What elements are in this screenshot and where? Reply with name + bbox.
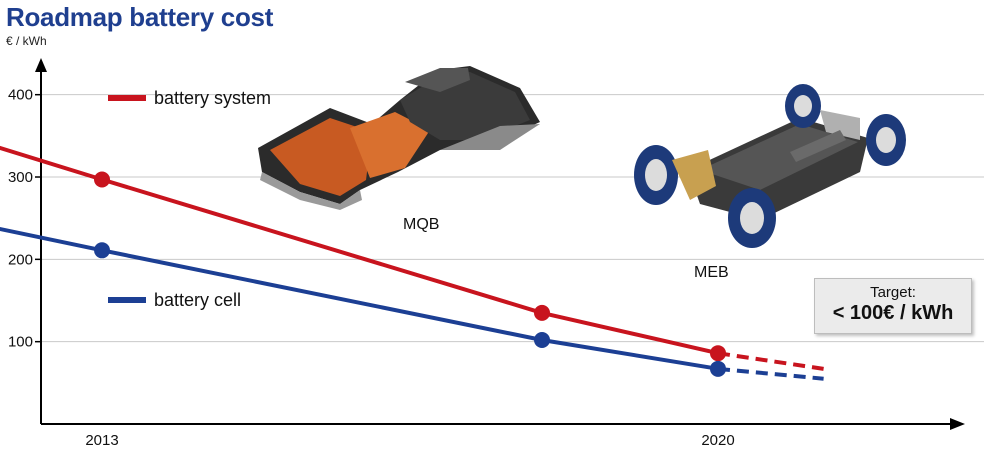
data-point-battery-cell-2013 [94, 242, 110, 259]
platform-label-mqb: MQB [403, 216, 439, 233]
x-tick-label-2013: 2013 [85, 432, 118, 449]
mqb-battery-image [258, 66, 540, 210]
data-series [0, 145, 824, 381]
legend-label-battery-cell: battery cell [154, 290, 241, 310]
gridlines [41, 94, 984, 343]
data-point-battery-system-2018 [534, 304, 550, 321]
legend-label-battery-system: battery system [154, 88, 271, 108]
axes [35, 58, 965, 430]
y-axis-unit-label: € / kWh [6, 34, 47, 48]
platform-label-meb: MEB [694, 264, 729, 281]
target-label: Target: [870, 284, 916, 301]
chart-title: Roadmap battery cost [6, 2, 274, 32]
legend: battery system battery cell [108, 88, 271, 310]
y-axis-ticks: 100 200 300 400 [8, 87, 41, 351]
series-projection-battery-system [717, 351, 824, 371]
series-line-battery-cell [0, 226, 719, 371]
series-line-battery-system [0, 145, 719, 356]
data-point-battery-system-2013 [94, 171, 110, 188]
data-point-battery-cell-2020 [710, 360, 726, 377]
target-value: < 100€ / kWh [832, 302, 954, 324]
y-tick-label-100: 100 [8, 334, 33, 351]
x-axis-ticks: 2013 2020 [85, 432, 734, 449]
x-tick-label-2020: 2020 [701, 432, 734, 449]
y-tick-label-400: 400 [8, 87, 33, 104]
data-point-battery-cell-2018 [534, 332, 550, 349]
series-projection-battery-cell [717, 366, 824, 381]
meb-chassis-image [634, 84, 906, 248]
target-callout: Target: < 100€ / kWh [814, 278, 972, 334]
y-tick-label-200: 200 [8, 251, 33, 268]
data-point-battery-system-2020 [710, 345, 726, 362]
y-tick-label-300: 300 [8, 169, 33, 186]
